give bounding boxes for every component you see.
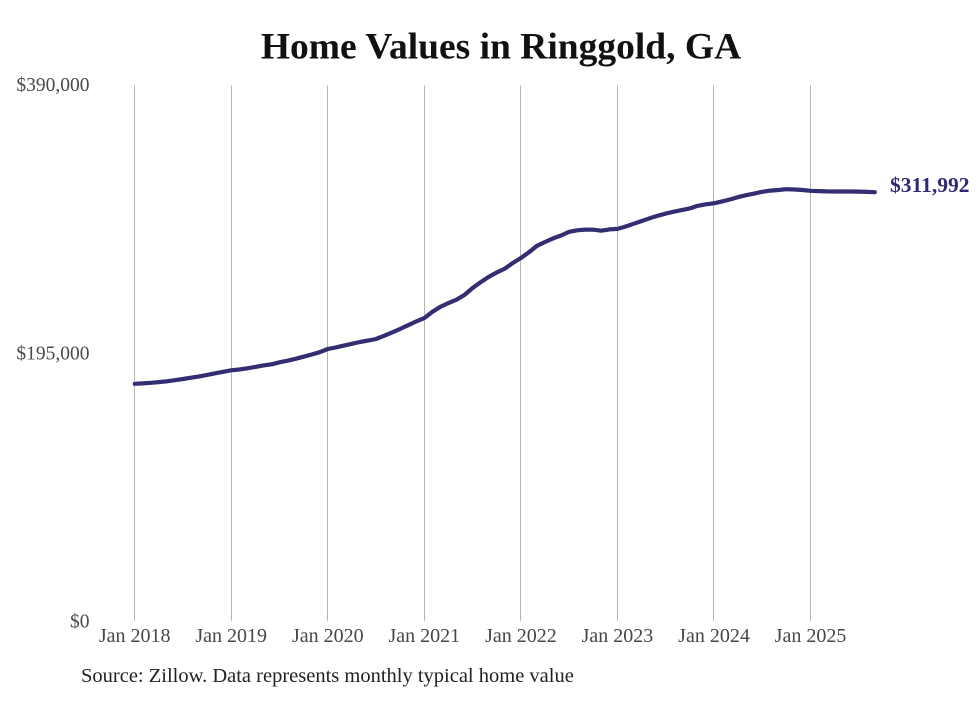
svg-text:Source: Zillow. Data represent: Source: Zillow. Data represents monthly …	[81, 665, 574, 687]
svg-text:Jan 2020: Jan 2020	[292, 625, 364, 647]
svg-text:$390,000: $390,000	[16, 75, 89, 96]
svg-text:Jan 2024: Jan 2024	[678, 625, 750, 647]
svg-text:$0: $0	[70, 611, 90, 632]
svg-text:Jan 2023: Jan 2023	[582, 625, 654, 647]
svg-text:Jan 2022: Jan 2022	[485, 625, 557, 647]
svg-text:Jan 2018: Jan 2018	[99, 625, 171, 647]
svg-text:$311,992: $311,992	[890, 173, 969, 197]
svg-text:Jan 2021: Jan 2021	[388, 625, 460, 647]
svg-text:$195,000: $195,000	[16, 343, 89, 364]
svg-text:Jan 2025: Jan 2025	[775, 625, 847, 647]
svg-text:Jan 2019: Jan 2019	[195, 625, 267, 647]
svg-text:Home Values in Ringgold, GA: Home Values in Ringgold, GA	[261, 26, 741, 67]
